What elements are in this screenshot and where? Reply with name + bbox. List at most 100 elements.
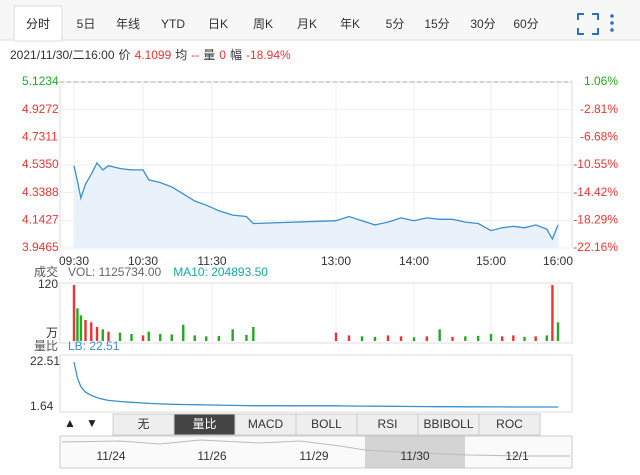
y2-tick-label: -6.68% [580, 130, 618, 144]
volume-bar [451, 336, 454, 341]
tab[interactable]: 60分 [513, 17, 538, 31]
y-tick-label: 4.1427 [22, 212, 59, 226]
volume-bar [334, 332, 338, 341]
quote-amp: -18.94% [246, 48, 291, 62]
volume-bar [76, 308, 79, 341]
x-tick-label: 13:00 [321, 254, 351, 268]
indicator-tab-bg[interactable] [478, 413, 541, 436]
y2-tick-label: 1.06% [584, 74, 618, 88]
volume-bar [118, 332, 122, 341]
volume-bar [130, 334, 133, 341]
volume-bar [438, 329, 441, 341]
volume-bar [205, 336, 208, 341]
quote-avg-label: 均 [175, 48, 187, 62]
volume-bar [545, 335, 549, 341]
quote-datetime: 2021/11/30/二16:00 [10, 48, 115, 62]
tab[interactable]: YTD [161, 17, 185, 31]
volume-bar [523, 336, 526, 341]
indicator-tab[interactable]: ROC [496, 417, 523, 431]
y-tick-label: 4.7311 [22, 130, 58, 144]
indicator-tab[interactable]: BOLL [311, 417, 342, 431]
volume-bar [231, 329, 234, 341]
tab[interactable]: 年线 [116, 17, 140, 31]
y-label: 量比 [34, 339, 58, 353]
quote-vol: 0 [219, 48, 226, 62]
volume-bar [141, 335, 145, 341]
y-tick-label: 120 [38, 277, 58, 291]
fullscreen-icon[interactable] [577, 13, 599, 35]
y2-tick-label: -18.29% [573, 213, 618, 227]
tab[interactable]: 30分 [470, 17, 495, 31]
volume-bar [252, 327, 255, 341]
tab[interactable]: 15分 [424, 17, 449, 31]
y-tick-label: 4.3388 [22, 185, 59, 199]
legend-lb: LB: 22.51 [68, 339, 120, 353]
arrow-down[interactable]: ▼ [86, 416, 98, 430]
volume-bar [500, 336, 504, 341]
navigator[interactable] [59, 435, 573, 469]
tab[interactable]: 年K [340, 17, 360, 31]
x-tick-label: 15:00 [476, 254, 506, 268]
y-tick-label: 5.1234 [22, 74, 59, 88]
volume-bar [101, 329, 104, 341]
y-tick-label: 4.9272 [22, 102, 59, 116]
volume-bar [217, 335, 221, 341]
quote-price-label: 价 [119, 48, 131, 62]
y-tick-label: 22.51 [30, 354, 60, 368]
x-tick-label: 16:00 [543, 254, 573, 268]
indicator-tab[interactable]: RSI [377, 417, 397, 431]
volume-bar [412, 337, 416, 341]
y2-tick-label: -10.55% [573, 157, 618, 171]
arrow-up[interactable]: ▲ [64, 416, 76, 430]
x-tick-label: 10:30 [128, 254, 158, 268]
line [73, 361, 558, 408]
volume-bar [90, 322, 93, 341]
nav-date: 12/1 [505, 449, 529, 463]
volume-bar [534, 336, 537, 341]
volume-bar [170, 334, 173, 341]
volume-bar [464, 336, 467, 341]
volume-bar [476, 335, 480, 341]
tab[interactable]: 分时 [26, 17, 50, 31]
tab[interactable]: 日K [208, 17, 228, 31]
nav-date: 11/30 [400, 449, 429, 463]
x-tick-label: 09:30 [59, 254, 89, 268]
tab-bar [0, 0, 640, 40]
volume-bar [425, 336, 429, 341]
indicator-tab[interactable]: 量比 [192, 417, 216, 431]
x-tick-label: 14:00 [399, 254, 429, 268]
y-tick-label: 1.64 [30, 399, 54, 413]
tab[interactable]: 周K [253, 17, 273, 31]
volume-bar [399, 336, 403, 341]
line [73, 161, 559, 241]
y2-tick-label: -2.81% [580, 102, 618, 116]
volume-bar [512, 335, 515, 341]
y-tick-label: 3.9465 [22, 240, 59, 254]
indicator-tab[interactable]: BBIBOLL [423, 417, 473, 431]
active-tab [13, 5, 63, 42]
volume-bar [159, 334, 162, 341]
menu-icon[interactable] [610, 14, 614, 32]
y2-tick-label: -22.16% [573, 240, 618, 254]
nav-selection[interactable] [365, 436, 465, 468]
volume-bar [556, 322, 560, 341]
y-label: 成交 [34, 264, 58, 279]
volume-panel [59, 282, 573, 344]
volume-bar [84, 320, 87, 341]
indicator-tab[interactable]: 无 [137, 417, 149, 431]
nav-date: 11/24 [96, 449, 125, 463]
tab[interactable]: 5日 [77, 17, 96, 31]
ratio-panel [59, 354, 573, 413]
volume-bar [373, 336, 377, 341]
y-tick-label: 4.5350 [22, 157, 59, 171]
tab[interactable]: 5分 [386, 17, 405, 31]
volume-bar [489, 334, 493, 341]
indicator-tab[interactable]: MACD [248, 417, 284, 431]
tab[interactable]: 月K [297, 17, 317, 31]
volume-bar [386, 335, 390, 341]
volume-bar [147, 331, 150, 341]
quote-price: 4.1099 [135, 48, 172, 62]
volume-bar [72, 285, 76, 341]
volume-bar [551, 285, 554, 341]
